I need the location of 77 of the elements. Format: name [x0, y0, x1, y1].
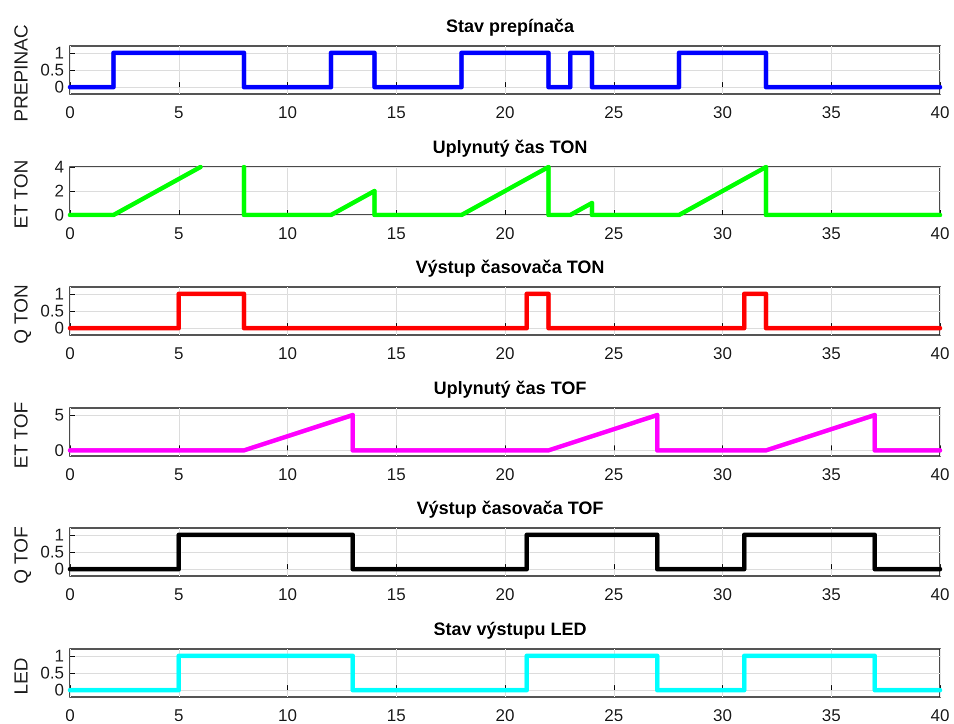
y-tick-label: 0 — [54, 318, 64, 338]
y-tick-label: 1 — [54, 284, 64, 304]
chart-title: Stav výstupu LED — [433, 618, 587, 638]
x-tick-label: 5 — [174, 706, 184, 724]
x-tick-label: 10 — [278, 585, 297, 604]
x-tick-label: 30 — [713, 224, 732, 242]
x-tick-label: 25 — [604, 224, 624, 242]
y-axis-title: PREPINAC — [12, 24, 32, 122]
x-tick-label: 35 — [822, 585, 841, 604]
y-tick-label: 0 — [54, 680, 64, 700]
x-tick-label: 15 — [386, 103, 406, 122]
x-tick-label: 5 — [174, 585, 184, 604]
x-tick-label: 10 — [278, 344, 297, 363]
y-axis-title: Q TON — [12, 284, 32, 344]
x-tick-label: 15 — [386, 344, 406, 363]
y-tick-label: 1 — [54, 525, 64, 544]
x-tick-label: 25 — [604, 344, 624, 363]
y-tick-label: 2 — [54, 181, 64, 200]
x-tick-label: 20 — [496, 585, 514, 604]
y-tick-label: 0 — [54, 560, 64, 579]
x-tick-label: 25 — [604, 585, 624, 604]
x-tick-label: 20 — [496, 103, 514, 122]
chart-title: Stav prepínača — [446, 16, 576, 36]
y-axis-title: Q TOF — [12, 526, 32, 584]
x-tick-label: 30 — [713, 464, 732, 484]
y-tick-label: 0.5 — [40, 542, 64, 562]
y-tick-label: 0 — [54, 78, 64, 97]
x-tick-label: 30 — [713, 103, 732, 122]
chart-title: Výstup časovača TOF — [416, 498, 604, 518]
x-tick-label: 5 — [174, 464, 184, 484]
x-tick-label: 30 — [713, 585, 732, 604]
x-tick-label: 40 — [930, 103, 950, 122]
y-tick-label: 0.5 — [40, 663, 64, 682]
y-tick-label: 1 — [54, 43, 64, 62]
x-tick-label: 30 — [713, 706, 732, 724]
y-tick-label: 0.5 — [40, 302, 64, 320]
x-tick-label: 40 — [930, 344, 950, 363]
y-tick-label: 0.5 — [40, 60, 64, 80]
x-tick-label: 40 — [930, 464, 950, 484]
x-tick-label: 15 — [386, 585, 406, 604]
chart-title: Výstup časovača TON — [416, 257, 604, 277]
x-tick-label: 10 — [278, 706, 297, 724]
y-axis-title: ET TOF — [12, 401, 32, 468]
x-tick-label: 5 — [174, 224, 184, 242]
y-tick-label: 1 — [54, 646, 64, 665]
x-tick-label: 30 — [713, 344, 732, 363]
x-tick-label: 10 — [278, 103, 297, 122]
x-tick-label: 35 — [822, 464, 841, 484]
x-tick-label: 35 — [822, 224, 841, 242]
x-tick-label: 20 — [496, 224, 514, 242]
y-tick-label: 5 — [54, 405, 64, 424]
x-tick-label: 25 — [604, 464, 624, 484]
x-tick-label: 25 — [604, 706, 624, 724]
y-axis-title: LED — [12, 657, 32, 694]
y-tick-label: 4 — [54, 157, 64, 176]
x-tick-label: 40 — [930, 585, 950, 604]
y-tick-label: 0 — [54, 440, 64, 460]
x-tick-label: 40 — [930, 706, 950, 724]
x-tick-label: 15 — [386, 464, 406, 484]
chart-title: Uplynutý čas TOF — [434, 378, 586, 398]
x-tick-label: 35 — [822, 103, 841, 122]
x-tick-label: 5 — [174, 344, 184, 363]
x-tick-label: 20 — [496, 464, 514, 484]
x-tick-label: 15 — [386, 706, 406, 724]
x-tick-label: 35 — [822, 344, 841, 363]
x-tick-label: 20 — [496, 706, 514, 724]
x-tick-label: 10 — [278, 224, 297, 242]
y-axis-title: ET TON — [12, 159, 32, 228]
x-tick-label: 20 — [496, 344, 514, 363]
x-tick-label: 35 — [822, 706, 841, 724]
chart-title: Uplynutý čas TON — [432, 136, 588, 156]
x-tick-label: 5 — [174, 103, 184, 122]
x-tick-label: 40 — [930, 224, 950, 242]
x-tick-label: 15 — [386, 224, 406, 242]
y-tick-label: 0 — [54, 205, 64, 224]
x-tick-label: 10 — [278, 464, 297, 484]
x-tick-label: 25 — [604, 103, 624, 122]
